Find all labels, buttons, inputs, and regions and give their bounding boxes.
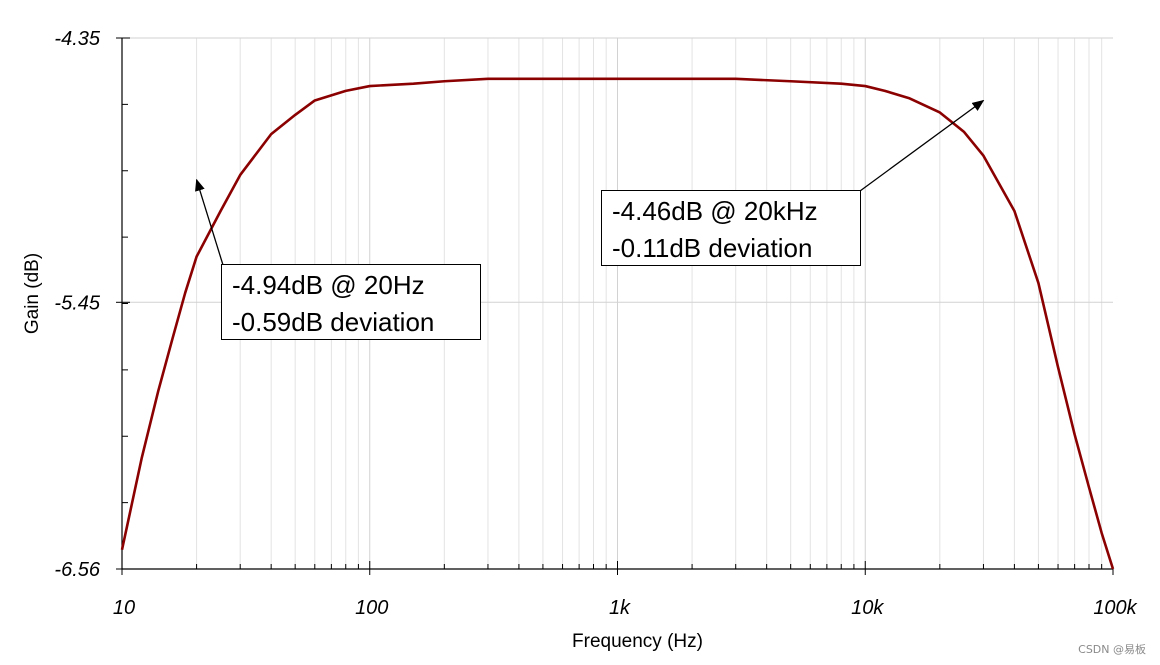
annotation-high-freq-line-2: -0.11dB deviation [612, 233, 813, 263]
y-tick-label: -5.45 [54, 292, 100, 314]
x-tick-label: 10 [113, 597, 135, 619]
x-tick-label: 1k [609, 597, 631, 619]
annotation-high-freq-line-1: -4.46dB @ 20kHz [612, 196, 818, 226]
x-tick-label: 100k [1093, 597, 1137, 619]
annotation-low-freq-line-1: -4.94dB @ 20Hz [232, 270, 425, 300]
x-tick-label: 10k [851, 597, 884, 619]
y-tick-label: -6.56 [54, 559, 100, 581]
annotation-high-freq: -4.46dB @ 20kHz -0.11dB deviation [601, 190, 861, 266]
annotation-arrows [195, 99, 985, 266]
watermark: CSDN @易板 [1078, 643, 1146, 656]
x-axis-title: Frequency (Hz) [572, 631, 703, 652]
y-axis-title: Gain (dB) [22, 253, 43, 334]
annotation-low-freq: -4.94dB @ 20Hz -0.59dB deviation [221, 264, 481, 340]
y-tick-label: -4.35 [54, 28, 100, 50]
series-layer [120, 77, 1115, 570]
annotation-low-freq-line-2: -0.59dB deviation [232, 307, 435, 337]
x-tick-label: 100 [355, 597, 388, 619]
y-axis-ticks: -4.35 -5.45 -6.56 [54, 28, 130, 581]
x-axis-ticks: 10 100 1k 10k 100k [113, 561, 1138, 619]
gain-series-line [120, 77, 1115, 570]
annotation-arrow [859, 99, 985, 192]
annotation-arrow [195, 178, 224, 266]
